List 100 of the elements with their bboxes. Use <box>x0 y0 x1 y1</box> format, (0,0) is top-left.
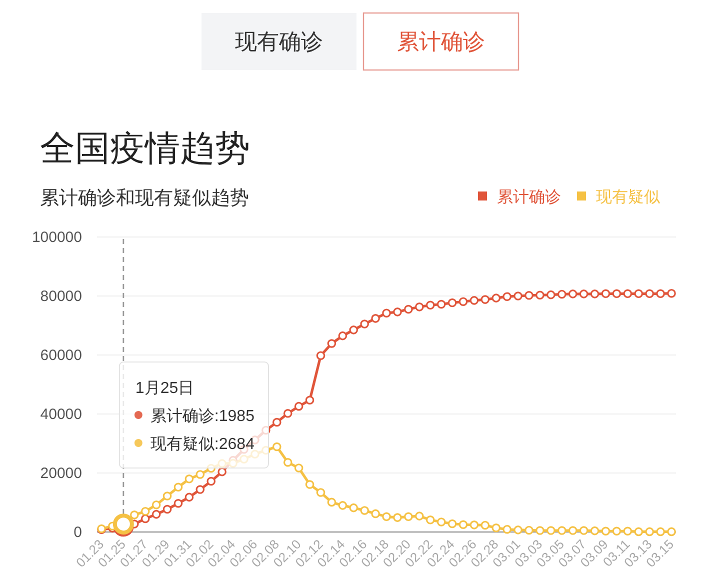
point <box>152 510 161 519</box>
point <box>360 320 369 328</box>
point <box>316 488 326 497</box>
point <box>349 326 358 334</box>
point <box>174 498 183 508</box>
point <box>536 290 544 300</box>
point <box>492 294 501 302</box>
point <box>480 520 490 530</box>
point <box>623 289 632 298</box>
point <box>458 297 468 306</box>
point <box>196 470 205 479</box>
legend-label: 现有疑似 <box>596 188 660 206</box>
y-tick-label: 100000 <box>32 229 82 246</box>
point <box>184 474 194 484</box>
point <box>448 298 457 308</box>
point <box>546 290 556 300</box>
point <box>514 526 522 534</box>
point <box>623 526 632 536</box>
point <box>448 519 457 528</box>
point <box>514 292 522 300</box>
point <box>338 331 348 340</box>
point <box>371 314 380 323</box>
point <box>162 492 172 500</box>
y-tick-label: 40000 <box>40 406 82 423</box>
y-tick-label: 60000 <box>40 347 82 364</box>
annotation: 累计确诊:1985 <box>150 407 255 425</box>
point <box>404 512 413 522</box>
point <box>502 292 512 301</box>
point <box>612 526 622 536</box>
point <box>557 526 566 535</box>
point <box>557 290 566 299</box>
point <box>590 290 600 298</box>
point <box>305 480 314 489</box>
point <box>382 512 391 522</box>
point <box>414 512 424 520</box>
chart-subtitle: 累计确诊和现有疑似趋势 <box>40 188 249 209</box>
point <box>140 506 150 516</box>
point <box>196 485 205 494</box>
point <box>470 296 479 305</box>
point <box>206 476 216 486</box>
point <box>536 526 544 535</box>
y-tick-label: 80000 <box>40 288 82 305</box>
point <box>458 520 468 530</box>
point <box>667 288 676 298</box>
y-tick-label: 20000 <box>40 465 82 482</box>
point <box>645 527 654 536</box>
point <box>579 290 588 298</box>
point <box>426 300 435 310</box>
point <box>294 402 304 411</box>
point <box>470 520 479 530</box>
annotation: 现有疑似:2684 <box>150 435 255 453</box>
point <box>305 396 314 405</box>
chart-title: 全国疫情趋势 <box>40 129 250 168</box>
point <box>349 503 358 512</box>
point <box>382 308 391 318</box>
point <box>338 501 348 510</box>
point <box>327 498 336 507</box>
point <box>393 513 402 522</box>
point <box>404 304 413 314</box>
y-tick-label: 0 <box>74 524 82 541</box>
point <box>492 523 501 532</box>
point <box>667 527 676 536</box>
annotation: 1月25日 <box>135 380 194 397</box>
point <box>283 409 292 418</box>
point <box>316 351 326 360</box>
point <box>480 295 490 304</box>
point <box>272 442 282 452</box>
point <box>601 289 610 298</box>
point <box>568 526 578 535</box>
point <box>272 418 282 427</box>
point <box>371 509 380 518</box>
point <box>656 289 665 298</box>
point <box>426 516 435 524</box>
point <box>590 526 600 536</box>
point <box>645 289 654 298</box>
point <box>546 526 556 535</box>
point <box>327 339 336 348</box>
point <box>656 527 665 536</box>
point <box>414 302 424 312</box>
point <box>601 526 610 536</box>
point <box>568 290 578 298</box>
legend-label: 累计确诊 <box>497 188 561 206</box>
point <box>184 492 194 502</box>
point <box>502 524 512 534</box>
point <box>634 289 644 298</box>
point <box>294 464 304 472</box>
point <box>152 500 161 510</box>
point <box>360 506 369 515</box>
point <box>524 291 534 300</box>
point <box>162 504 172 514</box>
point <box>436 518 446 526</box>
point <box>140 514 150 524</box>
point <box>283 458 292 467</box>
point <box>524 526 534 535</box>
point <box>612 289 622 298</box>
point <box>634 527 644 536</box>
point <box>174 482 183 492</box>
point <box>579 526 588 535</box>
point <box>130 510 139 520</box>
point <box>436 300 446 309</box>
